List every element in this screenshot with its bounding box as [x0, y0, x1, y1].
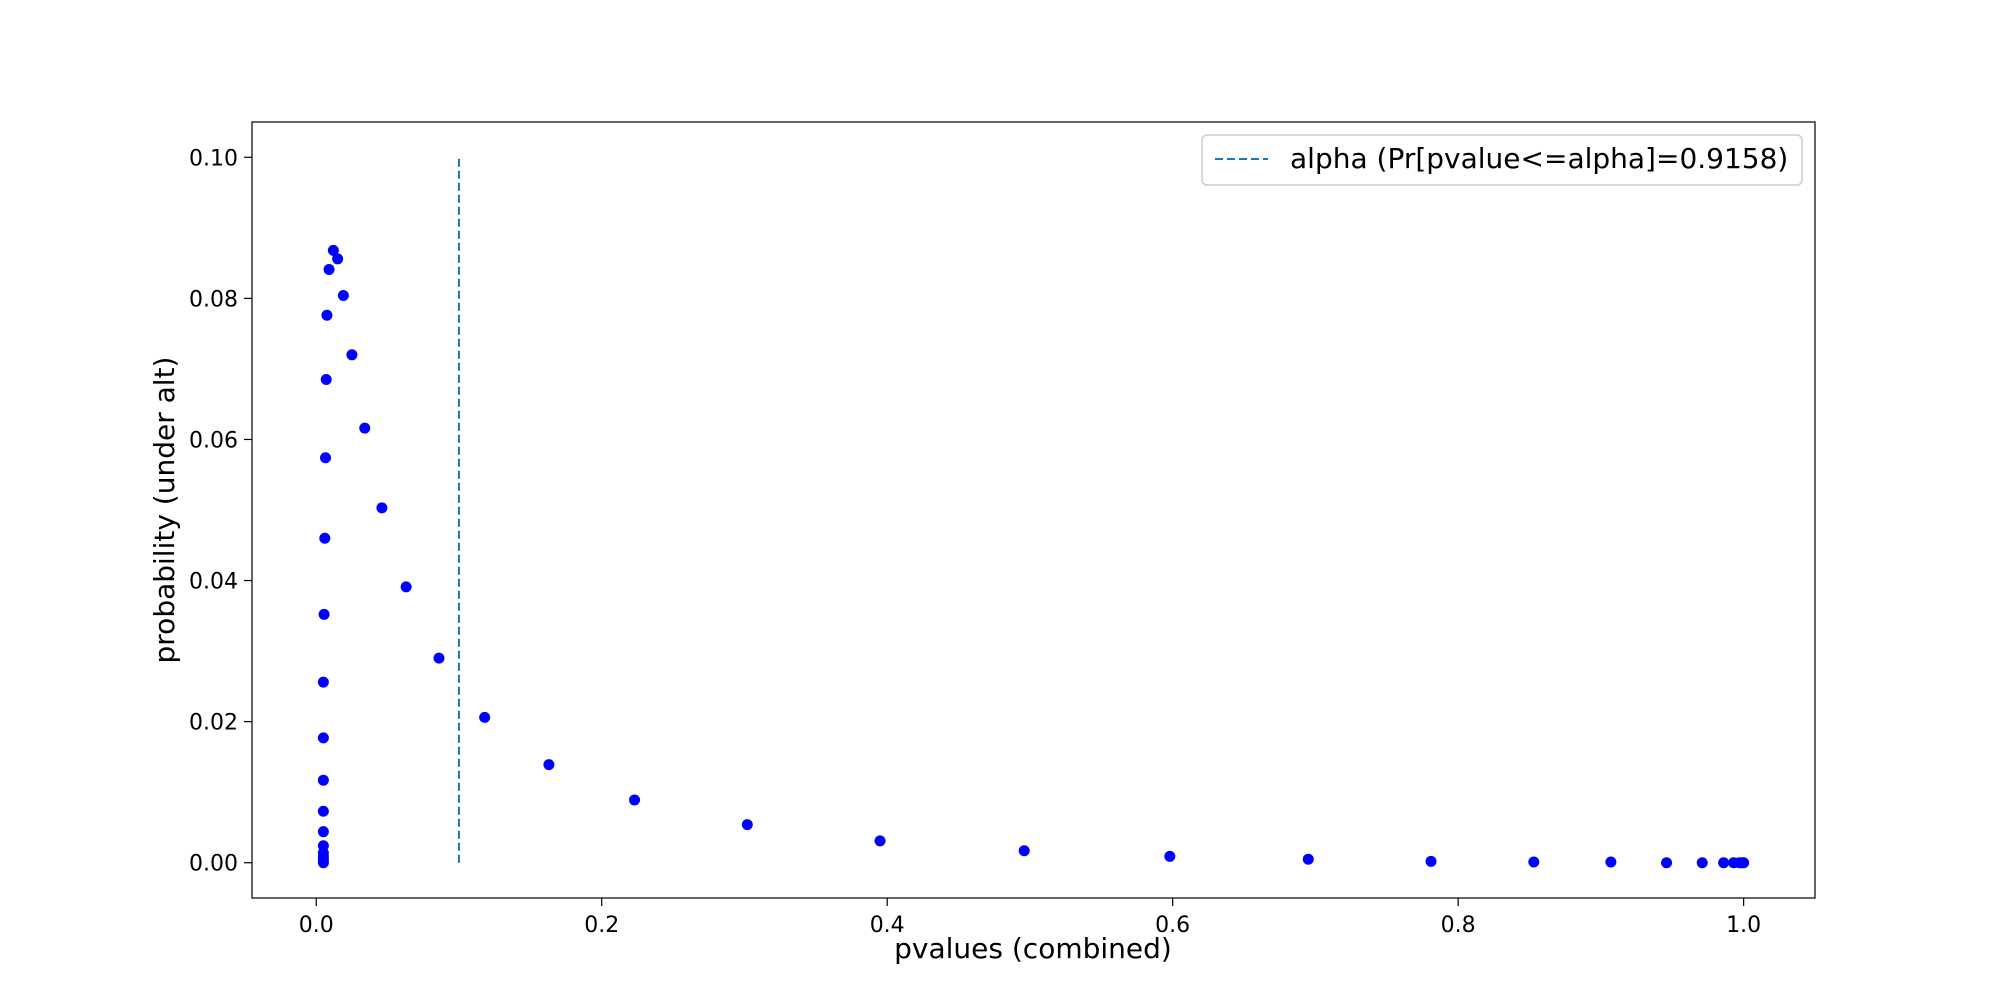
x-tick-label: 1.0: [1726, 913, 1761, 938]
y-tick-label: 0.06: [189, 428, 238, 453]
data-point: [1425, 855, 1437, 867]
data-point: [1696, 857, 1708, 869]
data-point: [317, 676, 329, 688]
data-points: [317, 244, 1750, 869]
data-point: [629, 794, 641, 806]
data-point: [479, 711, 491, 723]
y-tick-label: 0.08: [189, 287, 238, 312]
data-point: [376, 502, 388, 514]
y-axis-label: probability (under alt): [148, 357, 181, 664]
data-point: [1661, 857, 1673, 869]
data-point: [317, 732, 329, 744]
x-tick-label: 0.2: [584, 913, 619, 938]
data-point: [327, 244, 339, 256]
data-point: [1528, 856, 1540, 868]
data-point: [1718, 857, 1730, 869]
data-point: [359, 422, 371, 434]
data-point: [741, 819, 753, 831]
data-point: [317, 840, 329, 852]
x-tick-label: 0.6: [1155, 913, 1190, 938]
data-point: [317, 774, 329, 786]
data-point: [317, 826, 329, 838]
y-tick-label: 0.10: [189, 146, 238, 171]
legend-box: [1201, 134, 1803, 186]
data-point: [319, 532, 331, 544]
data-point: [320, 452, 332, 464]
x-tick-label: 0.4: [870, 913, 905, 938]
data-point: [317, 805, 329, 817]
data-point: [433, 652, 445, 664]
legend-label-alpha: alpha (Pr[pvalue<=alpha]=0.9158): [1290, 142, 1788, 175]
data-point: [321, 309, 333, 321]
data-point: [320, 373, 332, 385]
data-point: [318, 608, 330, 620]
data-point: [346, 349, 358, 361]
data-point: [337, 290, 349, 302]
data-point: [323, 263, 335, 275]
data-point: [1164, 850, 1176, 862]
data-point: [1018, 845, 1030, 857]
data-point: [332, 253, 344, 265]
x-axis-label: pvalues (combined): [894, 932, 1172, 965]
x-tick-label: 0.8: [1441, 913, 1476, 938]
x-tick-label: 0.0: [299, 913, 334, 938]
y-tick-label: 0.04: [189, 570, 238, 595]
data-point: [874, 835, 886, 847]
data-point: [1738, 857, 1750, 869]
data-point: [1302, 853, 1314, 865]
y-axis-ticks: 0.00 0.02 0.04 0.06 0.08 0.10: [189, 146, 252, 877]
plot-area: [251, 121, 1816, 899]
y-tick-label: 0.00: [189, 852, 238, 877]
data-point: [543, 759, 555, 771]
legend: alpha (Pr[pvalue<=alpha]=0.9158): [1201, 134, 1803, 186]
y-tick-label: 0.02: [189, 711, 238, 736]
data-point: [1605, 856, 1617, 868]
data-point: [400, 581, 412, 593]
x-axis-ticks: 0.0 0.2 0.4 0.6 0.8 1.0: [299, 898, 1761, 938]
